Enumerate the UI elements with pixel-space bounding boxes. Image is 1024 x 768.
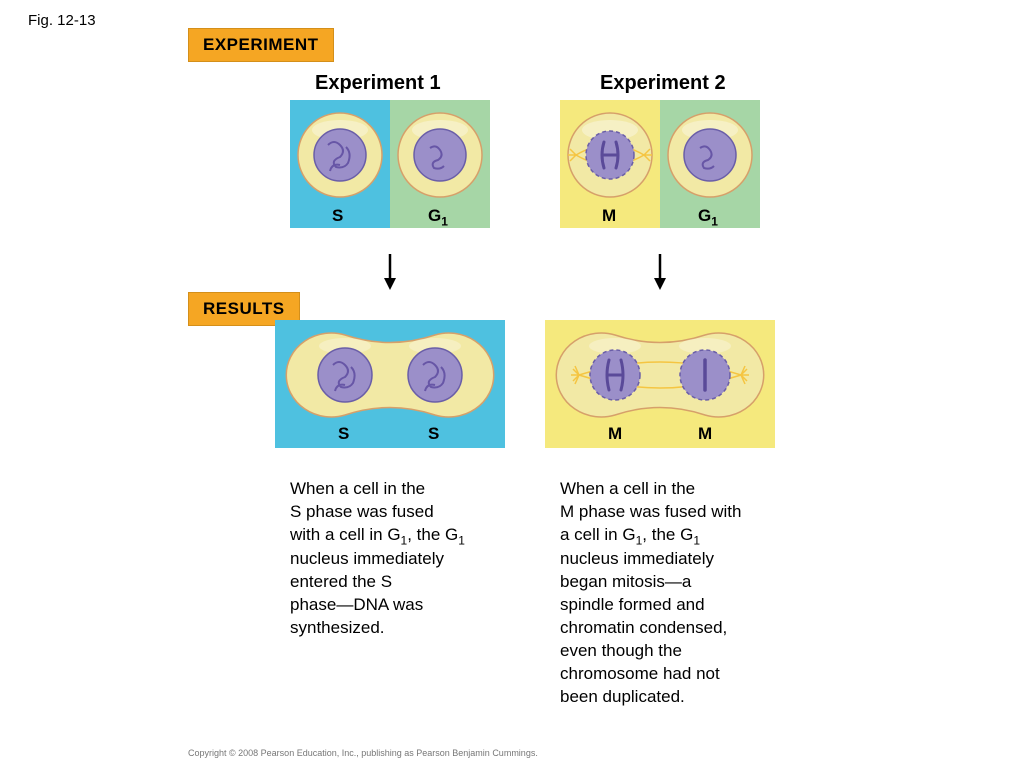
exp1-result-s-right: S: [428, 424, 439, 444]
exp1-result-panel: [275, 320, 505, 453]
exp1-s-label: S: [332, 206, 343, 226]
exp1-g1-label: G1: [428, 206, 448, 228]
exp2-result-panel: [545, 320, 775, 453]
exp1-initial-panel: [290, 100, 490, 233]
exp2-result-m-left: M: [608, 424, 622, 444]
exp1-result-text: When a cell in theS phase was fusedwith …: [290, 478, 520, 640]
experiment-2-title: Experiment 2: [600, 72, 726, 95]
exp2-result-text: When a cell in theM phase was fused with…: [560, 478, 800, 709]
arrow-exp2: [650, 252, 670, 299]
experiment-badge: EXPERIMENT: [188, 28, 334, 62]
copyright-text: Copyright © 2008 Pearson Education, Inc.…: [188, 748, 538, 758]
arrow-exp1: [380, 252, 400, 299]
figure-label: Fig. 12-13: [28, 12, 96, 29]
exp2-g1-label: G1: [698, 206, 718, 228]
exp2-initial-panel: [560, 100, 760, 233]
exp2-m-label: M: [602, 206, 616, 226]
experiment-1-title: Experiment 1: [315, 72, 441, 95]
exp2-result-m-right: M: [698, 424, 712, 444]
exp1-result-s-left: S: [338, 424, 349, 444]
